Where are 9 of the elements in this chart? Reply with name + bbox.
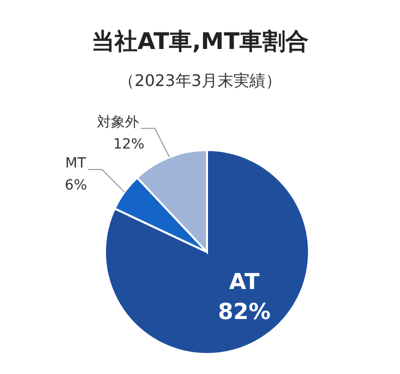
slice-label: 対象外 [96,114,139,130]
slice-label: AT [229,270,260,296]
chart-subtitle: （2023年3月末実績） [118,71,282,92]
slice-label: MT [65,155,86,172]
data-label: 6% [64,177,88,194]
pie-slice [104,149,310,355]
data-label: 82% [218,300,271,326]
data-label: 12% [113,136,144,152]
chart-title: 当社AT車,MT車割合 [90,28,310,57]
